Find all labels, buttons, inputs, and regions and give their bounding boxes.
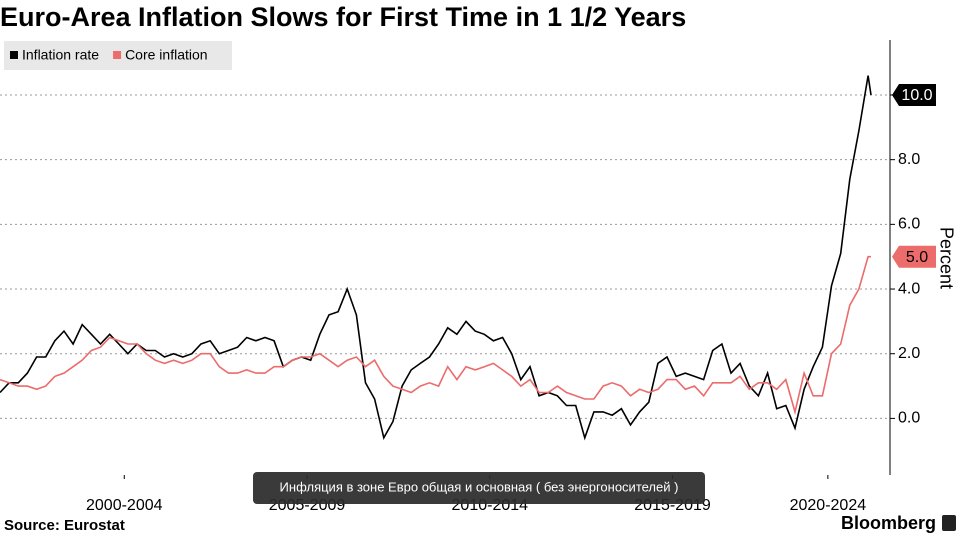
legend-swatch — [113, 51, 122, 59]
value-label: 10.0 — [901, 87, 932, 104]
y-tick-label: 6.0 — [898, 216, 920, 233]
value-tag — [892, 245, 936, 268]
value-tag — [892, 83, 936, 106]
line-series — [0, 75, 872, 441]
caption-box — [253, 472, 705, 504]
caption-overlay: Инфляция в зоне Евро общая и основная ( … — [253, 472, 705, 504]
brand-icon — [942, 515, 956, 531]
y-tick-label: 0.0 — [898, 410, 920, 427]
y-tick-label: 8.0 — [898, 151, 920, 168]
legend-label: Core inflation — [125, 47, 208, 63]
legend-swatch — [10, 51, 18, 59]
y-tick-label: 2.0 — [898, 345, 920, 362]
line-series — [0, 255, 871, 416]
y-tick-label: 4.0 — [898, 280, 920, 297]
source: Source: Eurostat — [4, 517, 125, 534]
legend-label: Inflation rate — [22, 47, 99, 63]
caption: Инфляция в зоне Евро общая и основная ( … — [280, 479, 679, 494]
brand: Bloomberg — [841, 513, 936, 533]
y-axis-title: Percent — [936, 227, 956, 289]
x-tick-label: 2020-2024 — [790, 497, 867, 514]
x-tick-label: 2000-2004 — [86, 497, 163, 514]
chart-title: Euro-Area Inflation Slows for First Time… — [0, 2, 686, 32]
value-label: 5.0 — [906, 249, 928, 266]
